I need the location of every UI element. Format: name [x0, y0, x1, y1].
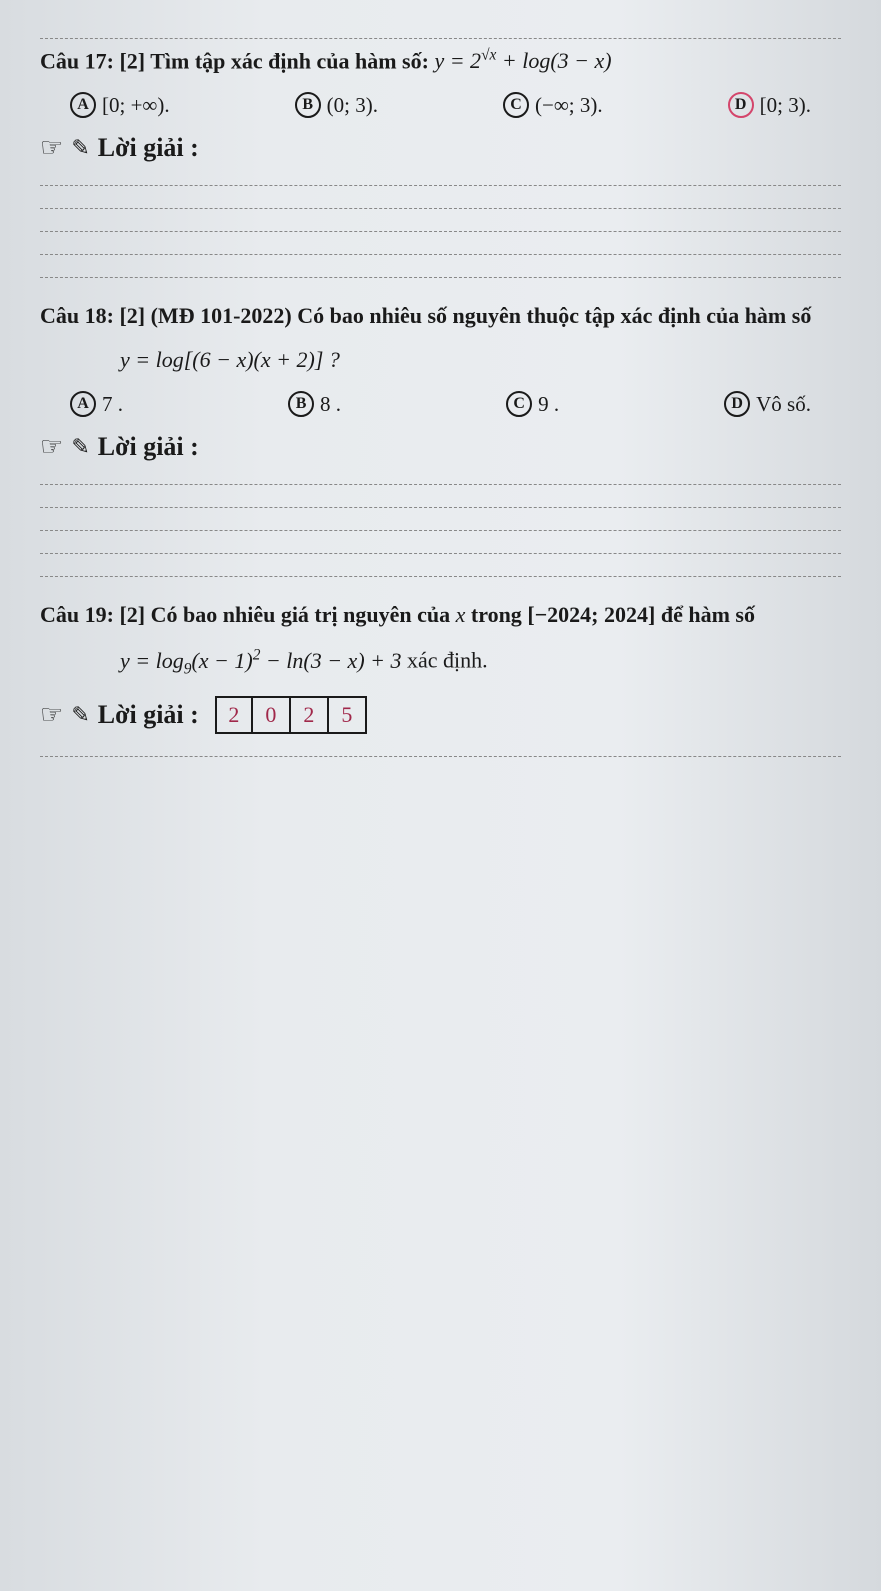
- option-letter-d: D: [728, 92, 754, 118]
- option-d-text: Vô số.: [756, 392, 811, 417]
- hand-icon: ☞: [40, 700, 63, 730]
- option-c-text: (−∞; 3).: [535, 93, 603, 118]
- question-number: Câu 17:: [40, 48, 114, 73]
- question-number: Câu 19:: [40, 602, 114, 627]
- option-letter-c: C: [503, 92, 529, 118]
- answer-box-2: 0: [253, 696, 291, 734]
- answer-boxes: 2 0 2 5: [215, 696, 367, 734]
- divider: [40, 530, 841, 531]
- option-a: A [0; +∞).: [70, 92, 170, 118]
- question-level: [2]: [119, 48, 145, 73]
- formula: y = log9(x − 1)2 − ln(3 − x) + 3: [120, 648, 407, 673]
- solution-row: ☞ ✎ Lời giải :: [40, 432, 841, 462]
- option-d-text: [0; 3).: [760, 93, 811, 118]
- solution-label: Lời giải :: [98, 432, 199, 462]
- question-18-formula: y = log[(6 − x)(x + 2)] ?: [40, 347, 841, 373]
- option-b: B (0; 3).: [295, 92, 378, 118]
- divider: [40, 756, 841, 757]
- hand-icon: ☞: [40, 432, 63, 462]
- question-text: Có bao nhiêu số nguyên thuộc tập xác địn…: [297, 303, 811, 328]
- option-b-text: (0; 3).: [327, 93, 378, 118]
- options-row: A [0; +∞). B (0; 3). C (−∞; 3). D [0; 3)…: [40, 92, 841, 118]
- question-level: [2]: [119, 303, 145, 328]
- option-letter-b: B: [295, 92, 321, 118]
- formula: y = log[(6 − x)(x + 2)] ?: [120, 347, 340, 372]
- divider: [40, 208, 841, 209]
- hand-icon: ☞: [40, 133, 63, 163]
- divider: [40, 231, 841, 232]
- formula-suffix: xác định.: [407, 648, 488, 673]
- question-18: Câu 18: [2] (MĐ 101-2022) Có bao nhiêu s…: [40, 303, 841, 577]
- question-19: Câu 19: [2] Có bao nhiêu giá trị nguyên …: [40, 602, 841, 757]
- solution-row: ☞ ✎ Lời giải : 2 0 2 5: [40, 696, 841, 734]
- divider: [40, 507, 841, 508]
- option-d: D [0; 3).: [728, 92, 811, 118]
- option-letter-d: D: [724, 391, 750, 417]
- question-18-header: Câu 18: [2] (MĐ 101-2022) Có bao nhiêu s…: [40, 303, 841, 329]
- option-a: A 7 .: [70, 391, 123, 417]
- blank-lines: [40, 756, 841, 757]
- options-row: A 7 . B 8 . C 9 . D Vô số.: [40, 391, 841, 417]
- question-level: [2]: [119, 602, 145, 627]
- answer-box-3: 2: [291, 696, 329, 734]
- option-b-text: 8 .: [320, 392, 341, 417]
- question-text-2: trong: [471, 602, 522, 627]
- question-17-header: Câu 17: [2] Tìm tập xác định của hàm số:…: [40, 47, 841, 74]
- option-letter-b: B: [288, 391, 314, 417]
- option-c: C (−∞; 3).: [503, 92, 603, 118]
- divider: [40, 38, 841, 39]
- solution-label: Lời giải :: [98, 133, 199, 163]
- question-var: x: [456, 602, 466, 627]
- blank-lines: [40, 185, 841, 278]
- question-formula: y = 2√x + log(3 − x): [434, 48, 611, 73]
- divider: [40, 484, 841, 485]
- option-d: D Vô số.: [724, 391, 811, 417]
- question-text: Tìm tập xác định của hàm số:: [150, 48, 429, 73]
- option-c: C 9 .: [506, 391, 559, 417]
- question-interval: [−2024; 2024]: [527, 602, 655, 627]
- blank-lines: [40, 484, 841, 577]
- solution-row: ☞ ✎ Lời giải :: [40, 133, 841, 163]
- question-17: Câu 17: [2] Tìm tập xác định của hàm số:…: [40, 47, 841, 278]
- option-a-text: 7 .: [102, 392, 123, 417]
- option-c-text: 9 .: [538, 392, 559, 417]
- question-text-1: Có bao nhiêu giá trị nguyên của: [151, 602, 451, 627]
- option-letter-c: C: [506, 391, 532, 417]
- divider: [40, 185, 841, 186]
- option-letter-a: A: [70, 92, 96, 118]
- question-19-formula: y = log9(x − 1)2 − ln(3 − x) + 3 xác địn…: [40, 646, 841, 678]
- answer-box-1: 2: [215, 696, 253, 734]
- divider: [40, 553, 841, 554]
- question-text-3: để hàm số: [661, 602, 755, 627]
- pencil-icon: ✎: [71, 135, 89, 161]
- option-a-text: [0; +∞).: [102, 93, 170, 118]
- pencil-icon: ✎: [71, 702, 89, 728]
- pencil-icon: ✎: [71, 434, 89, 460]
- divider: [40, 277, 841, 278]
- solution-label: Lời giải :: [98, 700, 199, 730]
- question-source: (MĐ 101-2022): [151, 303, 292, 328]
- divider: [40, 254, 841, 255]
- divider: [40, 576, 841, 577]
- option-letter-a: A: [70, 391, 96, 417]
- answer-box-4: 5: [329, 696, 367, 734]
- question-19-header: Câu 19: [2] Có bao nhiêu giá trị nguyên …: [40, 602, 841, 628]
- question-number: Câu 18:: [40, 303, 114, 328]
- option-b: B 8 .: [288, 391, 341, 417]
